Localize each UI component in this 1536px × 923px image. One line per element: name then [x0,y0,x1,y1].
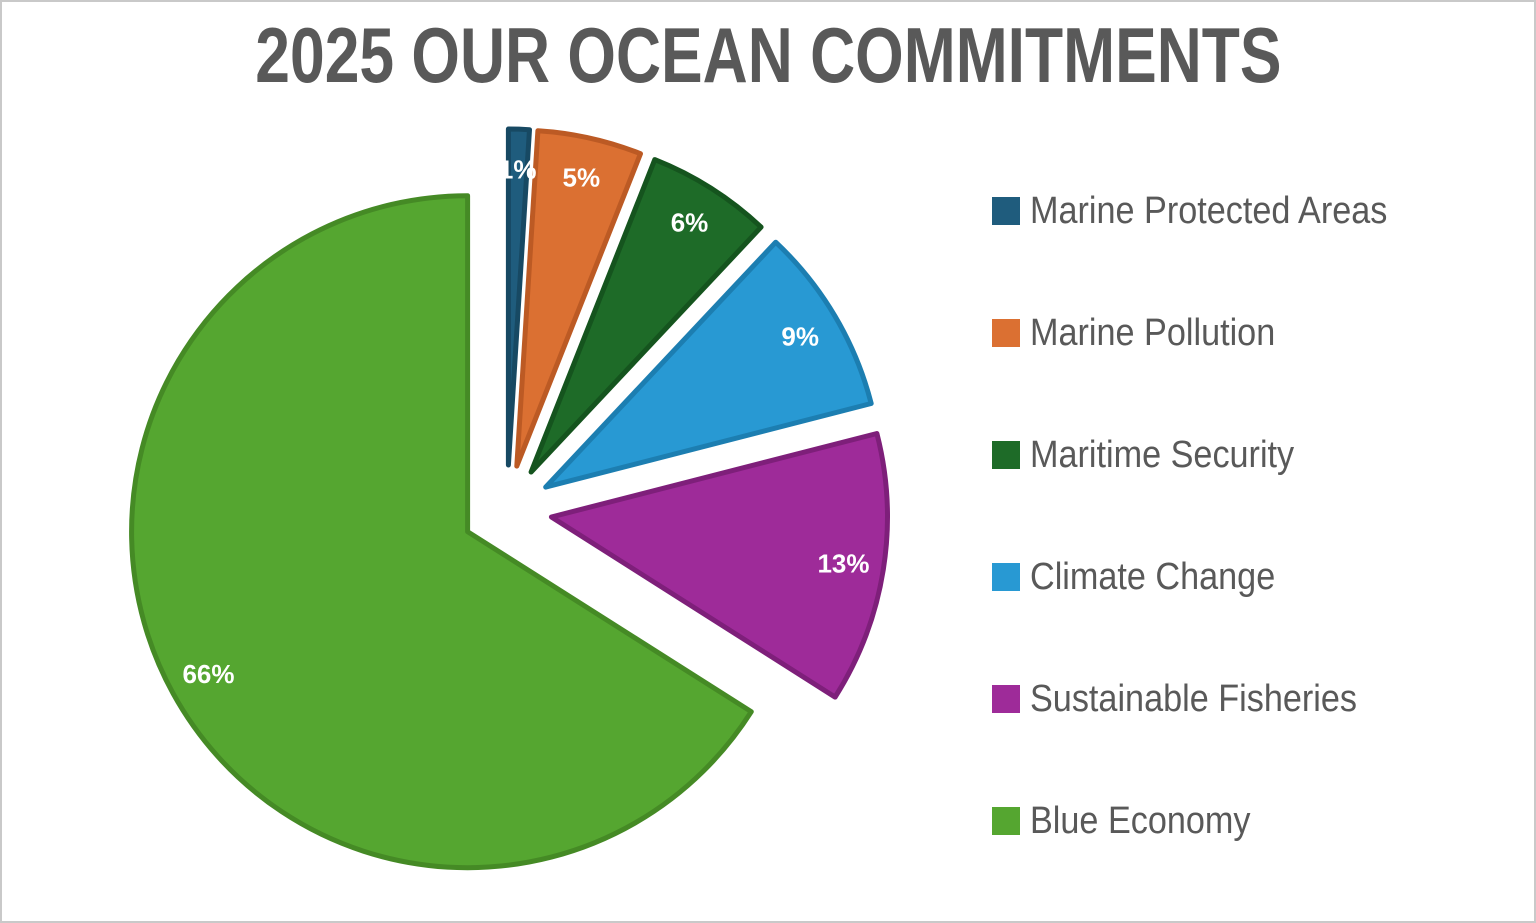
pie-slice-value-label-marine-protected-areas: 1% [499,155,537,185]
pie-slice-marine-protected-areas [505,126,532,468]
pie-slice-maritime-security [528,157,764,475]
legend-item-blue-economy: Blue Economy [992,801,1427,841]
chart-title-text: 2025 OUR OCEAN COMMITMENTS [254,11,1282,99]
pie-slice-sustainable-fisheries [548,431,890,700]
pie-slice-blue-economy [129,193,754,871]
legend-label: Maritime Security [1030,434,1295,476]
legend-item-marine-pollution: Marine Pollution [992,313,1427,353]
legend-swatch-icon [992,563,1020,591]
pie-slice-marine-pollution [514,128,643,469]
legend: Marine Protected Areas Marine Pollution Ma… [992,191,1427,921]
pie-slice-value-label-blue-economy: 66% [182,659,234,689]
pie-slice-climate-change [543,239,874,490]
pie-slice-value-label-maritime-security: 6% [671,208,709,238]
legend-item-climate-change: Climate Change [992,557,1427,597]
legend-item-maritime-security: Maritime Security [992,435,1427,475]
legend-swatch-icon [992,807,1020,835]
legend-item-marine-protected-areas: Marine Protected Areas [992,191,1427,231]
legend-swatch-icon [992,319,1020,347]
legend-swatch-icon [992,441,1020,469]
legend-label: Climate Change [1030,556,1276,598]
legend-label: Sustainable Fisheries [1030,678,1357,720]
legend-swatch-icon [992,685,1020,713]
legend-label: Blue Economy [1030,800,1251,842]
legend-swatch-icon [992,197,1020,225]
pie-slice-value-label-climate-change: 9% [781,322,819,352]
legend-item-sustainable-fisheries: Sustainable Fisheries [992,679,1427,719]
pie-slice-value-label-marine-pollution: 5% [563,163,601,193]
pie-slice-value-label-sustainable-fisheries: 13% [817,548,869,578]
legend-label: Marine Pollution [1030,312,1276,354]
legend-label: Marine Protected Areas [1030,190,1388,232]
chart-title: 2025 OUR OCEAN COMMITMENTS [2,16,1534,94]
